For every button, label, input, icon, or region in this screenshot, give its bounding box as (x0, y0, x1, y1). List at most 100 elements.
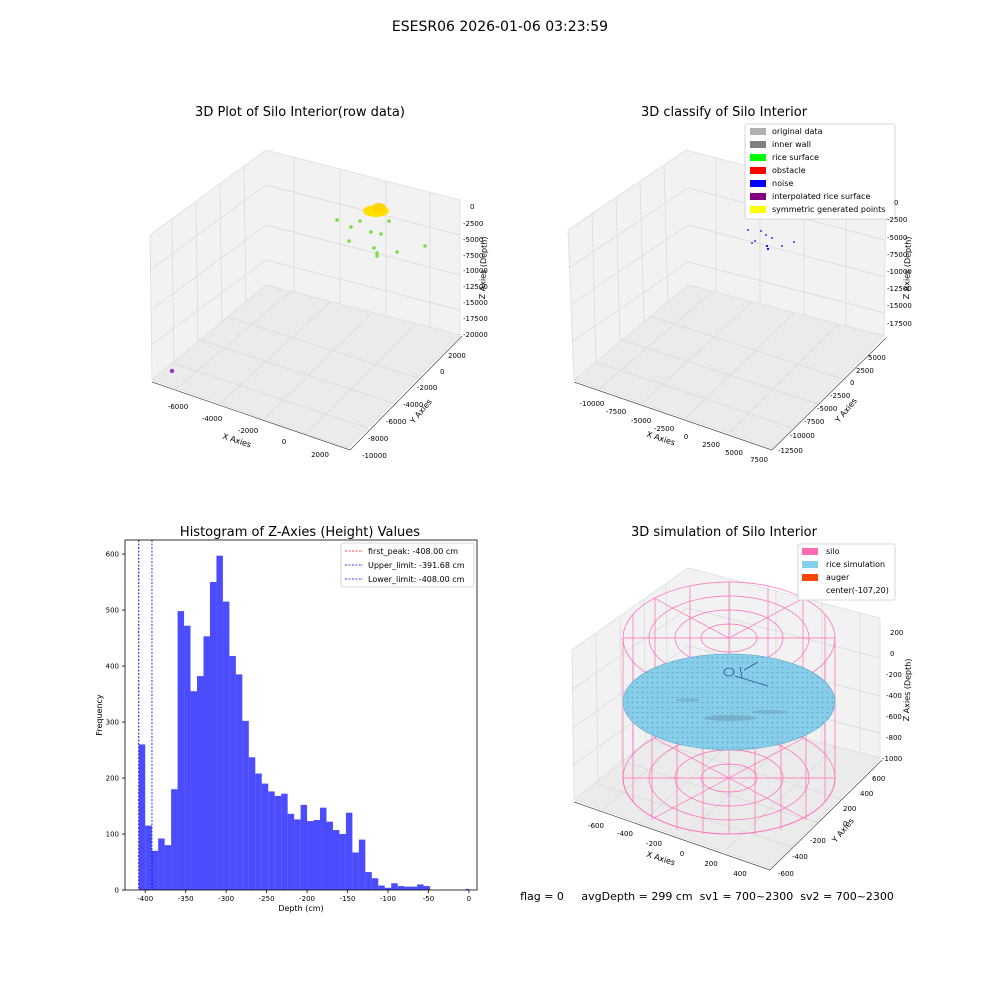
panel2-x-tick: -5000 (631, 417, 651, 425)
histogram-bar (261, 783, 269, 890)
histogram-x-tick-label: -100 (380, 895, 396, 903)
panel2-z-tick: -12500 (887, 285, 912, 293)
panel2-y-tick: -5000 (817, 405, 837, 413)
histogram-bar (313, 820, 321, 890)
histogram-legend-frame (340, 542, 475, 588)
panel1-y-tick: -6000 (386, 418, 406, 426)
histogram-x-tick-label: -150 (340, 895, 356, 903)
histogram-y-tick-label: 300 (106, 719, 119, 727)
legend-label: rice simulation (826, 560, 885, 569)
histogram-bar (384, 887, 392, 890)
panel4-z-tick: 0 (890, 650, 894, 658)
histogram-y-tick-label: 100 (106, 831, 119, 839)
panel4-z-tick: -1000 (882, 755, 902, 763)
panel2-y-tick: 0 (850, 379, 854, 387)
panel2-x-tick: -2500 (654, 425, 674, 433)
panel1-y-tick: -10000 (362, 452, 387, 460)
histogram-x-label: Depth (cm) (278, 904, 323, 913)
histogram-bar (229, 655, 236, 890)
panel1-z-tick: -15000 (463, 299, 488, 307)
histogram-y-tick-label: 600 (106, 551, 119, 559)
histogram-vlines (138, 540, 153, 890)
panel2-z-tick: -5000 (887, 234, 907, 242)
histogram-bar (184, 625, 191, 890)
panel2-y-tick: -2500 (830, 392, 850, 400)
panel4-legend: silo rice simulation auger center(-107,2… (797, 543, 896, 601)
histogram-bar (365, 872, 372, 890)
panel2-x-tick: 2500 (702, 441, 720, 449)
rice-shade (752, 710, 788, 714)
histogram-bar (465, 888, 469, 890)
panel2-title: 3D classify of Silo Interior (641, 105, 808, 120)
panel1-z-tick: -2500 (463, 220, 483, 228)
panel2-y-axis-line (771, 337, 887, 451)
panel4-floor-pane (573, 707, 881, 869)
histogram-bar (164, 845, 172, 890)
panel2-y-tick: -7500 (804, 418, 824, 426)
legend-swatch (750, 141, 766, 148)
panel4-z-label: Z Axies (Depth) (902, 658, 913, 721)
panel1-x-tick: 2000 (311, 451, 329, 459)
histogram-bar (151, 850, 159, 890)
panel2-z-tick: -10000 (887, 268, 912, 276)
histogram-bar (268, 791, 275, 890)
panel4-title: 3D simulation of Silo Interior (631, 525, 818, 540)
legend-swatch (750, 167, 766, 174)
panel-3d-raw: 3D Plot of Silo Interior(row data) (149, 105, 489, 460)
panel1-x-tick: -2000 (238, 427, 258, 435)
histogram-x-tick-label: -400 (137, 895, 153, 903)
histogram-bar (345, 812, 353, 890)
legend-label: obstacle (772, 166, 806, 175)
histogram-bar (158, 838, 165, 890)
panel4-x-tick: 400 (733, 870, 746, 878)
panel1-y-tick: -8000 (368, 435, 388, 443)
histogram-bar (410, 886, 418, 890)
legend-swatch (802, 574, 818, 581)
figure-title: ESESR06 2026-01-06 03:23:59 (392, 19, 608, 35)
histogram-x-tick-label: -50 (423, 895, 434, 903)
legend-swatch (750, 206, 766, 213)
panel-3d-classify: 3D classify of Silo Interior (567, 105, 913, 464)
legend-label: rice surface (772, 153, 819, 162)
panel4-x-tick: -400 (617, 830, 633, 838)
panel2-x-tick: 5000 (725, 449, 743, 457)
histogram-x-tick-label: -200 (299, 895, 315, 903)
histogram-bar (248, 757, 256, 890)
rice-simulation (622, 653, 836, 751)
histogram-x-tick-label: -300 (218, 895, 234, 903)
auger-marker (723, 661, 769, 687)
panel2-x-tick: 0 (684, 433, 688, 441)
histogram-bar (274, 795, 282, 890)
panel4-z-tick: 200 (890, 629, 903, 637)
histogram-bar (307, 821, 314, 890)
panel4-y-tick: -600 (778, 870, 794, 878)
legend-label: Upper_limit: -391.68 cm (368, 561, 465, 570)
panel4-x-tick: -600 (588, 822, 604, 830)
histogram-x-ticks: -400 -350 -300 -250 -200 -150 -100 -50 0 (137, 890, 471, 903)
histogram-bar (332, 830, 340, 890)
panel2-y-tick: 2500 (856, 367, 874, 375)
legend-label: symmetric generated points (772, 205, 885, 214)
histogram-x-tick-label: -350 (178, 895, 194, 903)
panel2-z-tick: 0 (894, 199, 898, 207)
legend-label: noise (772, 179, 793, 188)
panel1-y-tick: -2000 (417, 384, 437, 392)
panel4-x-axis-line (573, 801, 771, 871)
histogram-bar (203, 636, 210, 890)
histogram-y-tick-label: 0 (115, 887, 119, 895)
panel4-x-label: X Axies (645, 850, 676, 868)
panel4-y-tick: 0 (843, 820, 847, 828)
panel4-y-tick: 600 (872, 775, 885, 783)
panel2-z-label: Z Axies (Depth) (902, 236, 913, 299)
panel-3d-simulation: 3D simulation of Silo Interior (571, 525, 913, 878)
panel1-x-tick: 0 (282, 438, 286, 446)
legend-swatch (802, 548, 818, 555)
panel2-z-tick: -2500 (887, 216, 907, 224)
panel2-noise-points (747, 229, 795, 251)
histogram-y-tick-label: 200 (106, 775, 119, 783)
legend-swatch (750, 180, 766, 187)
panel1-z-tick: -20000 (463, 331, 488, 339)
histogram-y-label: Frequency (95, 694, 104, 736)
panel1-x-tick: -4000 (202, 415, 222, 423)
panel4-z-tick: -600 (886, 713, 902, 721)
